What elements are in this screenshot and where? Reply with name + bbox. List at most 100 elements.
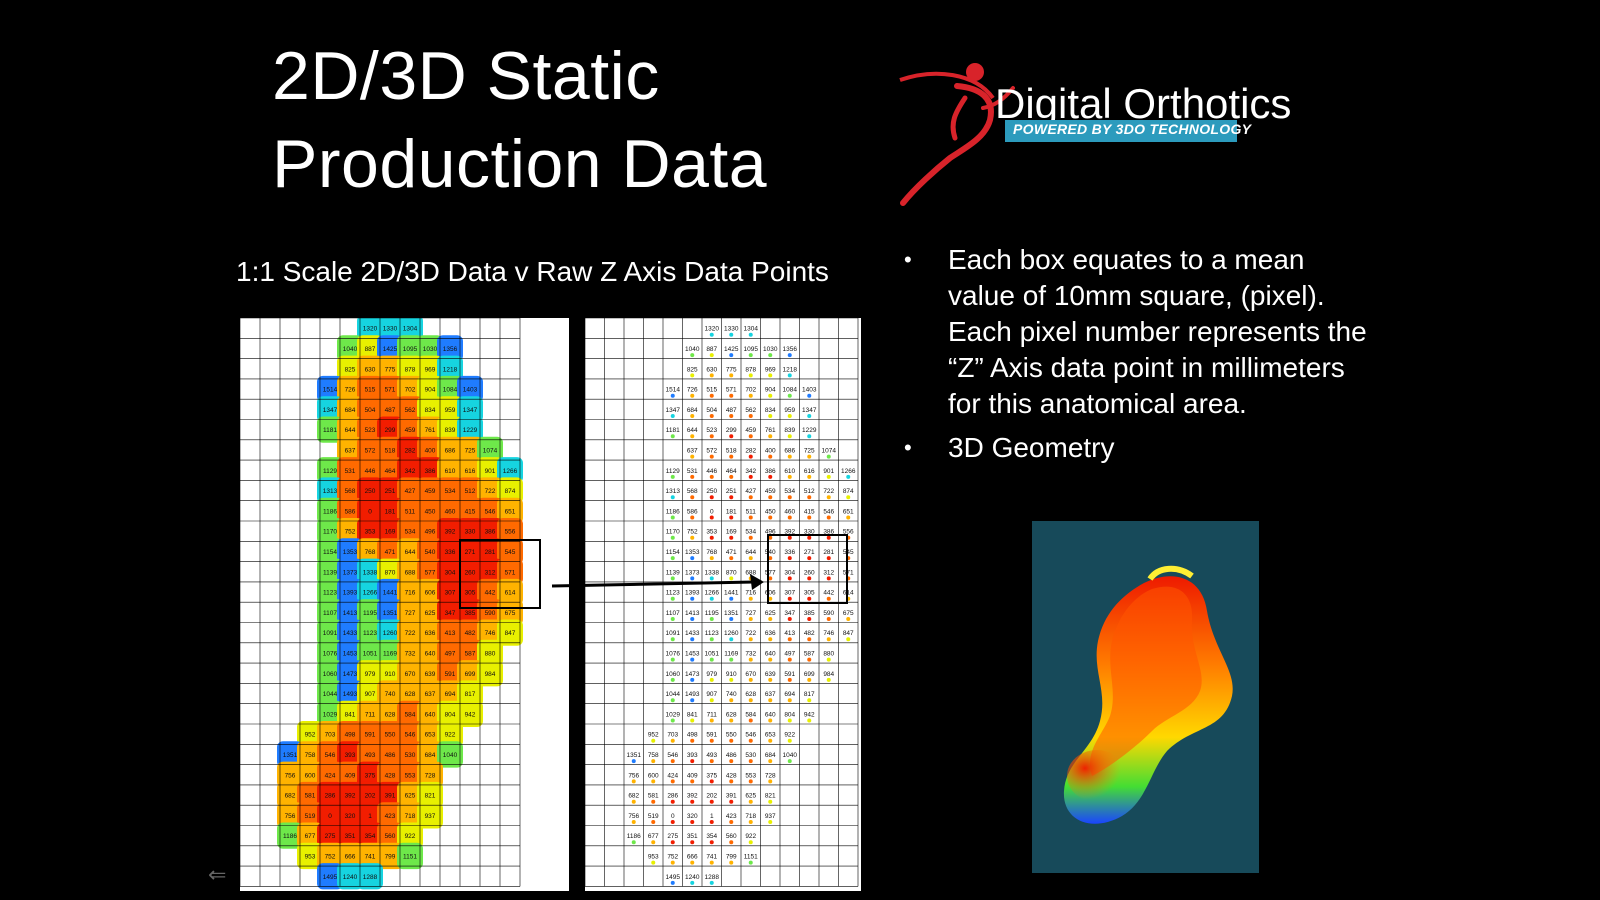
- z-value-label: 610: [445, 468, 456, 475]
- z-value-dot: [748, 353, 753, 358]
- heatmap-cell: [337, 375, 363, 403]
- z-value-dot: [690, 698, 695, 703]
- z-value-label: 511: [746, 508, 757, 515]
- z-value-label: 799: [385, 853, 396, 860]
- heatmap-cell: [377, 822, 403, 849]
- z-value-dot: [670, 596, 675, 601]
- z-value-label: 644: [687, 427, 698, 434]
- z-value-dot: [709, 495, 714, 500]
- highlight-box: [459, 539, 541, 609]
- z-value-dot: [748, 677, 753, 682]
- z-value-label: 550: [385, 732, 396, 739]
- z-value-label: 312: [485, 569, 496, 576]
- z-value-label: 746: [485, 630, 496, 637]
- z-value-dot: [846, 474, 851, 479]
- z-value-label: 591: [365, 732, 376, 739]
- bullet-list: • Each box equates to a mean value of 10m…: [900, 242, 1370, 474]
- z-value-label: 581: [648, 793, 659, 800]
- z-value-label: 386: [425, 468, 436, 475]
- z-value-dot: [690, 820, 695, 824]
- heatmap-cell: [437, 538, 463, 565]
- heatmap-cell: [457, 680, 483, 707]
- z-value-label: 716: [745, 590, 756, 597]
- z-value-label: 644: [745, 549, 756, 556]
- logo-name: Digital Orthotics: [995, 80, 1292, 127]
- heatmap-cell: [357, 660, 383, 687]
- z-value-dot: [768, 454, 773, 459]
- z-value-label: 560: [726, 833, 737, 840]
- z-value-dot: [670, 799, 675, 804]
- z-value-label: 959: [445, 407, 456, 414]
- z-value-label: 546: [325, 752, 336, 759]
- z-value-label: 1040: [443, 752, 458, 759]
- z-value-label: 677: [305, 833, 316, 840]
- z-value-label: 804: [445, 711, 456, 718]
- z-value-label: 531: [687, 468, 698, 475]
- heatmap-cell: [377, 619, 403, 646]
- heatmap-cell: [337, 396, 363, 423]
- z-value-label: 556: [505, 529, 516, 536]
- heatmap-cell: [357, 721, 383, 748]
- z-value-dot: [787, 434, 792, 439]
- z-value-dot: [748, 535, 753, 540]
- heatmap-cell: [437, 558, 463, 585]
- z-value-label: 546: [745, 732, 756, 739]
- z-value-dot: [748, 840, 753, 845]
- z-value-label: 675: [843, 610, 854, 617]
- z-value-label: 523: [365, 427, 376, 434]
- heatmap-cell: [357, 639, 383, 667]
- z-value-dot: [787, 657, 792, 662]
- z-value-label: 1060: [323, 671, 338, 678]
- z-value-label: 839: [784, 427, 795, 434]
- z-value-label: 1240: [343, 874, 358, 881]
- z-value-label: 716: [405, 590, 416, 597]
- heatmap-cell: [377, 436, 403, 464]
- heatmap-cell: [277, 761, 303, 788]
- z-value-label: 1453: [343, 650, 358, 657]
- z-value-label: 286: [325, 793, 336, 800]
- heatmap-cell: [437, 721, 463, 748]
- z-value-label: 424: [325, 772, 336, 779]
- z-value-label: 1: [710, 813, 714, 820]
- z-value-label: 711: [365, 711, 376, 718]
- z-value-dot: [807, 393, 812, 398]
- z-value-label: 1313: [666, 488, 681, 495]
- z-value-dot: [670, 718, 675, 723]
- z-value-label: 0: [671, 813, 675, 820]
- z-value-label: 1229: [802, 427, 817, 434]
- heatmap-cell: [357, 355, 383, 382]
- heatmap-cell: [377, 518, 403, 545]
- z-value-label: 577: [425, 569, 436, 576]
- heatmap-cell: [397, 436, 423, 464]
- z-value-label: 591: [445, 671, 456, 678]
- z-value-label: 1091: [323, 630, 338, 637]
- z-value-label: 741: [365, 853, 376, 860]
- z-value-label: 459: [405, 427, 416, 434]
- z-value-label: 775: [385, 366, 396, 373]
- z-value-dot: [670, 414, 675, 418]
- heatmap-cell: [337, 436, 363, 464]
- z-value-dot: [768, 617, 773, 621]
- z-value-dot: [768, 677, 773, 682]
- heatmap-cell: [377, 842, 403, 870]
- heatmap-cell: [397, 335, 423, 362]
- z-value-label: 727: [745, 610, 756, 617]
- z-value-dot: [690, 414, 695, 418]
- heatmap-cell: [457, 558, 483, 585]
- z-value-label: 1473: [343, 671, 358, 678]
- z-value-label: 703: [325, 732, 336, 739]
- z-value-label: 534: [445, 488, 456, 495]
- z-value-dot: [709, 576, 714, 581]
- heatmap-cell: [317, 781, 343, 809]
- z-value-label: 969: [425, 366, 436, 373]
- z-value-label: 446: [365, 468, 376, 475]
- heatmap-cell: [297, 842, 323, 870]
- heatmap-cell: [417, 558, 443, 585]
- z-value-label: 393: [345, 752, 356, 759]
- back-arrow-icon[interactable]: ⇐: [208, 862, 227, 887]
- z-value-dot: [729, 779, 734, 784]
- z-value-dot: [748, 434, 753, 439]
- z-value-dot: [729, 718, 734, 723]
- heatmap-cell: [437, 335, 463, 362]
- z-value-label: 496: [765, 529, 776, 536]
